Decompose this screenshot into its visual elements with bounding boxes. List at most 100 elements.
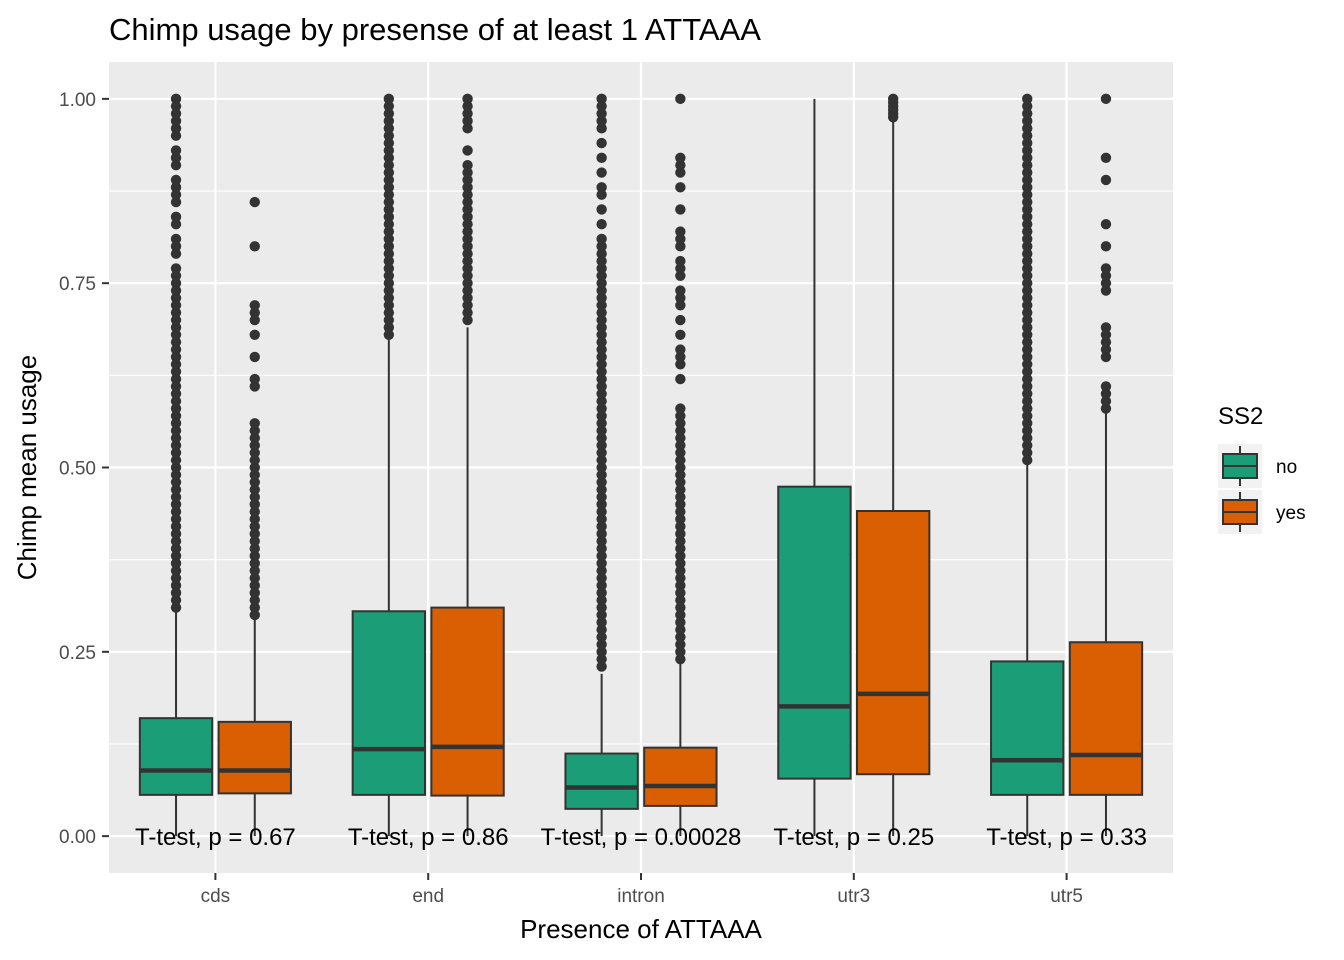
outlier-point xyxy=(1022,329,1033,340)
outlier-point xyxy=(596,336,607,348)
outlier-point xyxy=(170,300,182,311)
outlier-point xyxy=(596,255,607,267)
outlier-point xyxy=(675,440,686,451)
outlier-point xyxy=(1022,359,1033,370)
outlier-point xyxy=(462,277,473,289)
outlier-point xyxy=(596,661,607,672)
outlier-point xyxy=(675,182,686,193)
outlier-point xyxy=(675,499,686,510)
outlier-point xyxy=(383,115,395,127)
outlier-point xyxy=(887,93,899,105)
legend-label: yes xyxy=(1276,503,1306,524)
outlier-point xyxy=(170,219,182,230)
outlier-point xyxy=(596,115,607,127)
outlier-point xyxy=(462,145,473,156)
outlier-point xyxy=(249,432,260,444)
outlier-point xyxy=(596,307,607,318)
outlier-point xyxy=(249,454,260,466)
outlier-point xyxy=(596,344,607,355)
x-tick-label: utr3 xyxy=(837,886,870,907)
outlier-point xyxy=(1022,403,1033,414)
outlier-point xyxy=(249,580,260,591)
outlier-point xyxy=(170,440,182,451)
outlier-point xyxy=(675,285,686,296)
outlier-point xyxy=(249,595,260,606)
outlier-point xyxy=(249,491,260,503)
outlier-point xyxy=(596,418,607,429)
outlier-point xyxy=(383,285,395,296)
box-utr5-yes xyxy=(1068,93,1144,837)
outlier-point xyxy=(170,189,182,200)
outlier-point xyxy=(170,329,182,340)
outlier-point xyxy=(170,447,182,458)
outlier-point xyxy=(383,233,395,245)
outlier-point xyxy=(675,646,686,658)
outlier-point xyxy=(675,447,686,458)
outlier-point xyxy=(675,572,686,584)
outlier-point xyxy=(596,300,607,311)
outlier-point xyxy=(170,174,182,186)
outlier-point xyxy=(383,219,395,230)
outlier-point xyxy=(596,189,607,200)
outlier-point xyxy=(675,543,686,554)
ttest-label: T-test, p = 0.25 xyxy=(773,824,934,851)
outlier-point xyxy=(383,123,395,134)
outlier-point xyxy=(675,506,686,517)
outlier-point xyxy=(462,123,473,134)
outlier-point xyxy=(1022,123,1033,134)
outlier-point xyxy=(596,565,607,576)
outlier-point xyxy=(383,270,395,282)
outlier-point xyxy=(596,499,607,510)
outlier-point xyxy=(462,182,473,193)
outlier-point xyxy=(170,285,182,296)
outlier-point xyxy=(596,484,607,495)
outlier-point xyxy=(596,248,607,259)
outlier-point xyxy=(675,484,686,495)
outlier-point xyxy=(170,521,182,532)
outlier-point xyxy=(596,432,607,444)
outlier-point xyxy=(383,211,395,223)
outlier-point xyxy=(1100,329,1112,340)
outlier-point xyxy=(170,108,182,119)
iqr-box xyxy=(138,717,214,796)
outlier-point xyxy=(170,565,182,576)
chart-title: Chimp usage by presense of at least 1 AT… xyxy=(109,12,761,47)
outlier-point xyxy=(249,506,260,517)
outlier-point xyxy=(170,469,182,481)
outlier-point xyxy=(170,595,182,606)
outlier-point xyxy=(249,477,260,488)
outlier-point xyxy=(596,277,607,289)
outlier-point xyxy=(170,491,182,503)
outlier-point xyxy=(462,248,473,259)
outlier-point xyxy=(170,418,182,429)
outlier-point xyxy=(1100,395,1112,407)
outlier-point xyxy=(675,359,686,370)
outlier-point xyxy=(170,233,182,245)
outlier-point xyxy=(675,587,686,599)
outlier-point xyxy=(1022,336,1033,348)
outlier-point xyxy=(1022,248,1033,259)
outlier-point xyxy=(1022,182,1033,193)
outlier-point xyxy=(249,587,260,599)
outlier-point xyxy=(596,587,607,599)
outlier-point xyxy=(675,639,686,650)
outlier-point xyxy=(596,270,607,282)
legend-item-no: no xyxy=(1218,444,1297,488)
outlier-point xyxy=(675,432,686,444)
outlier-point xyxy=(462,189,473,200)
outlier-point xyxy=(383,137,395,149)
outlier-point xyxy=(249,484,260,495)
outlier-point xyxy=(1100,336,1112,348)
outlier-point xyxy=(596,513,607,525)
outlier-point xyxy=(596,631,607,643)
outlier-point xyxy=(462,160,473,171)
outlier-point xyxy=(170,292,182,304)
outlier-point xyxy=(462,300,473,311)
outlier-point xyxy=(675,609,686,621)
outlier-point xyxy=(675,513,686,525)
outlier-point xyxy=(383,152,395,164)
outlier-point xyxy=(675,403,686,414)
outlier-point xyxy=(596,425,607,436)
outlier-point xyxy=(596,395,607,407)
